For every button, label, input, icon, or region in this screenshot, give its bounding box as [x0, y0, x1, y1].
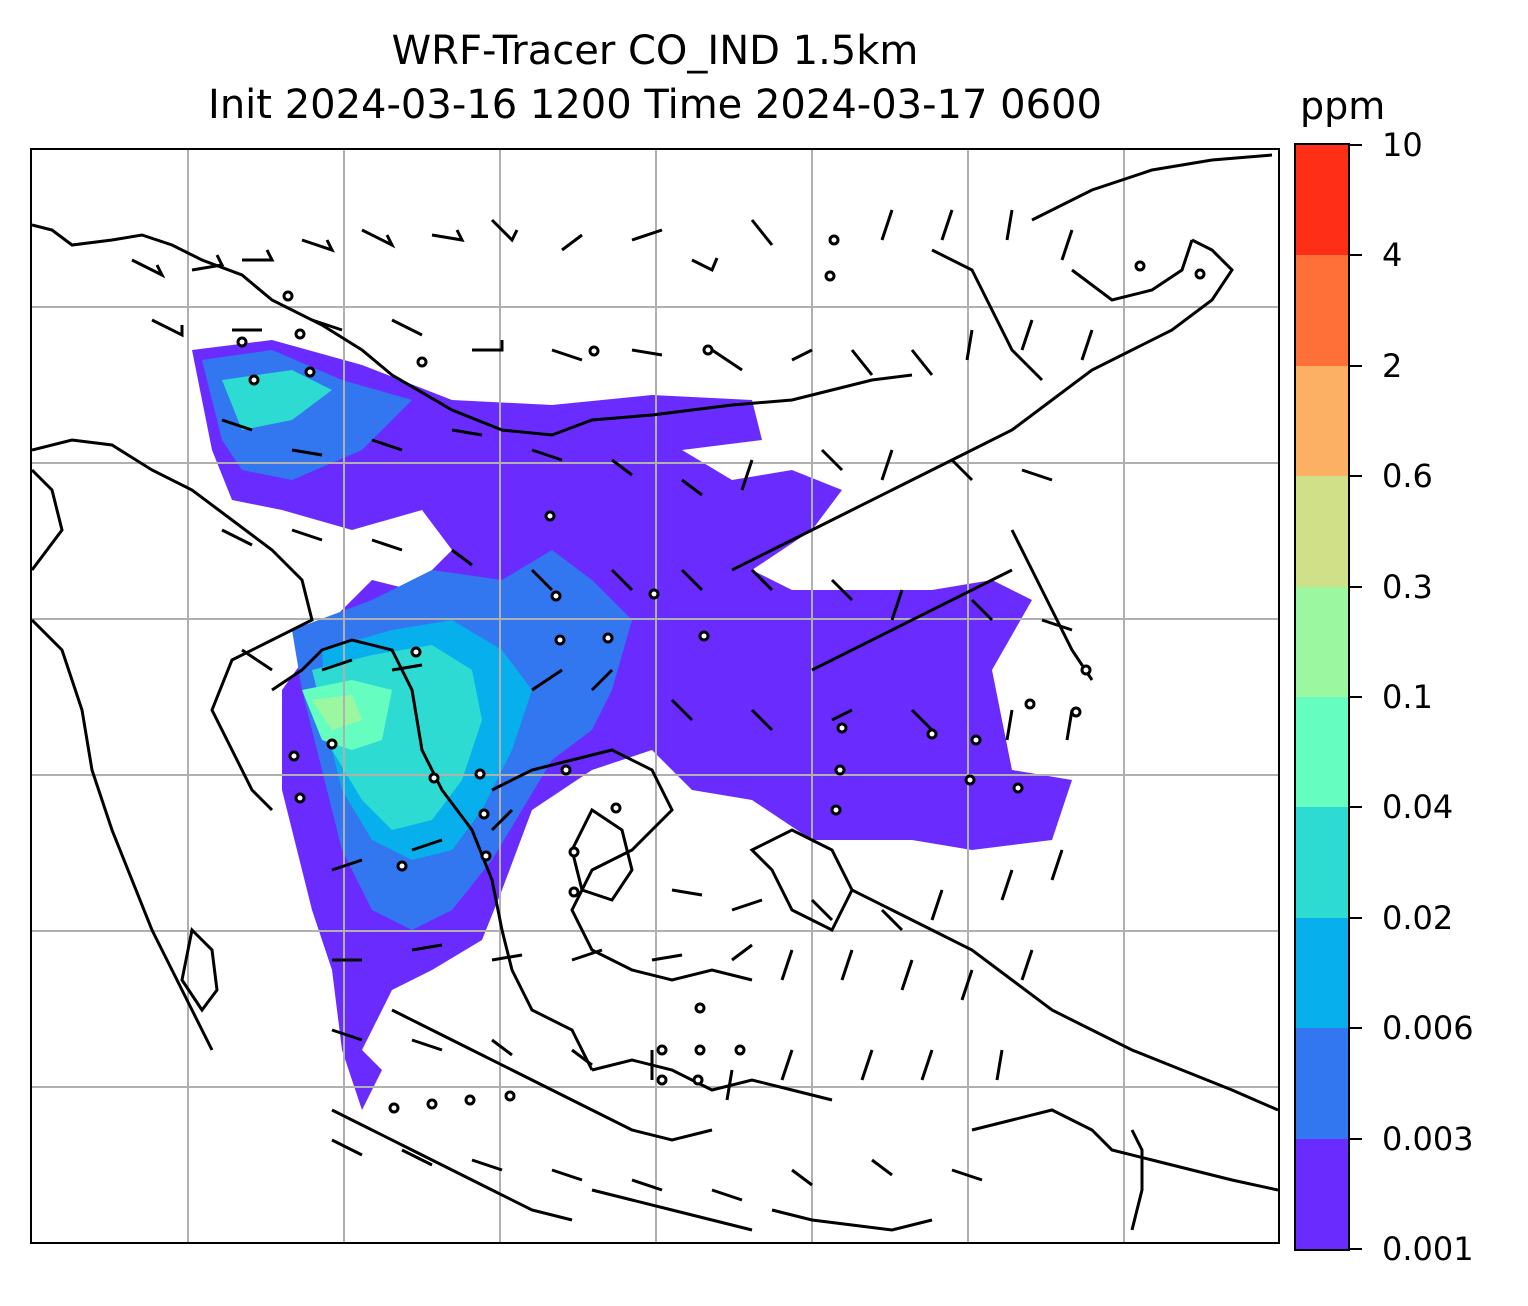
gridlines	[32, 150, 1278, 1242]
colorbar-segment	[1296, 696, 1348, 808]
calm-wind-markers	[236, 234, 1206, 1114]
tracer-plume-cyan-north	[222, 370, 332, 430]
colorbar-tick	[1350, 364, 1362, 367]
colorbar-tick-label: 10	[1382, 126, 1423, 164]
colorbar-tick	[1350, 585, 1362, 588]
colorbar-tick	[1350, 1137, 1362, 1140]
tracer-plume-lightgreen	[312, 695, 362, 730]
colorbar-segment	[1296, 255, 1348, 366]
colorbar	[1294, 143, 1350, 1251]
tracer-shading	[192, 340, 1072, 1110]
colorbar-tick	[1350, 806, 1362, 809]
colorbar-segment	[1296, 586, 1348, 697]
colorbar-tick	[1350, 254, 1362, 257]
map-panel	[30, 148, 1280, 1244]
colorbar-tick	[1350, 916, 1362, 919]
colorbar-tick-label: 0.001	[1382, 1230, 1474, 1268]
colorbar-tick	[1350, 696, 1362, 698]
colorbar-segment	[1296, 476, 1348, 587]
colorbar-segment	[1296, 807, 1348, 918]
map-canvas	[32, 150, 1278, 1242]
map-title: WRF-Tracer CO_IND 1.5km	[391, 28, 919, 74]
colorbar-tick-label: 0.6	[1382, 457, 1433, 496]
colorbar-unit-label: ppm	[1300, 84, 1386, 128]
colorbar-segment	[1296, 917, 1348, 1029]
colorbar-tick-label: 0.1	[1382, 678, 1433, 716]
colorbar-tick-label: 0.003	[1382, 1119, 1474, 1158]
wind-barbs	[131, 209, 1094, 1202]
map-subtitle: Init 2024-03-16 1200 Time 2024-03-17 060…	[208, 82, 1102, 128]
colorbar-tick-label: 0.04	[1382, 788, 1454, 827]
colorbar-tick-label: 4	[1382, 236, 1403, 275]
colorbar-tick	[1350, 1027, 1362, 1030]
colorbar-segment	[1296, 365, 1348, 477]
colorbar-tick	[1350, 1248, 1362, 1250]
colorbar-tick-label: 2	[1382, 346, 1403, 385]
coastlines	[32, 153, 1278, 1232]
colorbar-segment	[1296, 144, 1348, 256]
colorbar-tick	[1350, 144, 1362, 146]
colorbar-tick-label: 0.006	[1382, 1009, 1474, 1048]
colorbar-tick-label: 0.02	[1382, 898, 1454, 937]
colorbar-segment	[1296, 1138, 1348, 1249]
colorbar-tick	[1350, 475, 1362, 478]
colorbar-tick-label: 0.3	[1382, 567, 1433, 606]
colorbar-segment	[1296, 1028, 1348, 1139]
